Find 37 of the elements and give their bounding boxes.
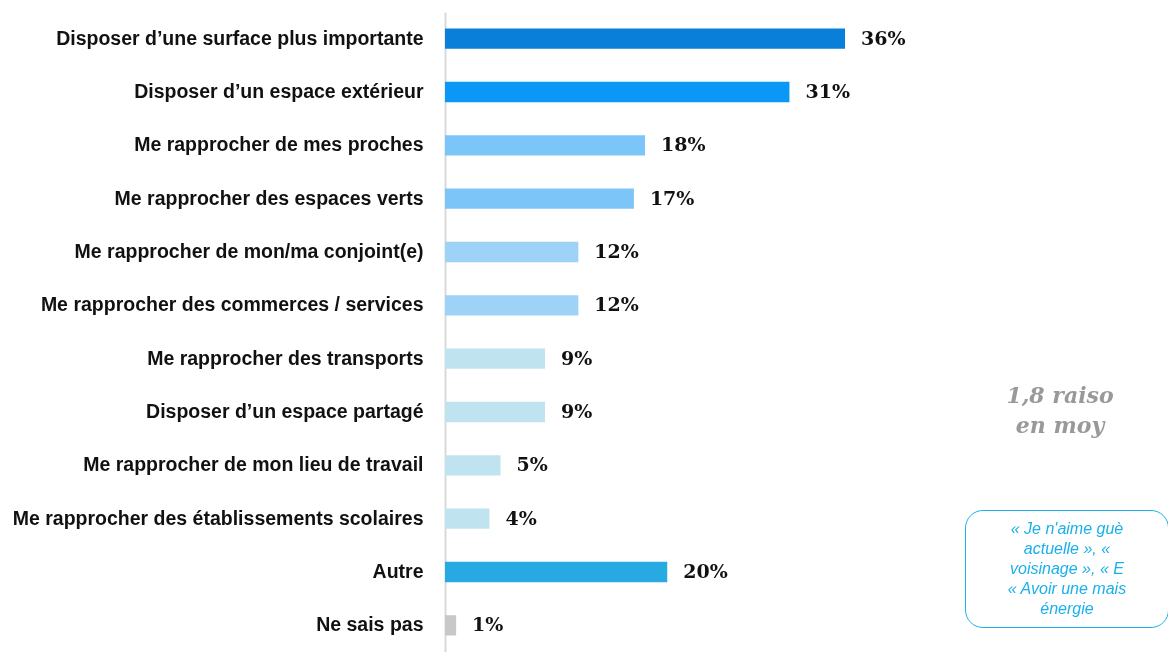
data-label: 4%: [505, 506, 537, 529]
y-tick-label: Ne sais pas: [316, 613, 424, 636]
data-label: 12%: [594, 240, 639, 262]
text: 1,8 raiso en moy: [1005, 381, 1115, 440]
data-label: 5%: [516, 453, 548, 476]
data-label: 9%: [561, 400, 593, 422]
y-tick-label: Autre: [372, 560, 424, 582]
bar: [445, 81, 790, 103]
data-label: 17%: [649, 186, 695, 209]
bar: [445, 135, 645, 156]
data-label: 18%: [661, 133, 706, 156]
data-label: 36%: [861, 26, 906, 49]
bar: [445, 401, 545, 423]
y-tick-label: Me rapprocher des transports: [147, 346, 424, 369]
y-tick-label: Me rapprocher de mes proches: [134, 133, 424, 156]
bar: [445, 508, 490, 529]
bar: [445, 28, 845, 49]
y-tick-label: Me rapprocher de mon lieu de travail: [83, 453, 424, 476]
y-tick-label: Me rapprocher de mon/ma conjoint(e): [74, 240, 424, 262]
bar: [445, 561, 668, 583]
bar: [445, 188, 634, 209]
bar: [445, 241, 579, 263]
bar: [445, 295, 579, 316]
y-tick-label: Me rapprocher des établissements scolaires: [12, 506, 424, 529]
y-tick-label: Me rapprocher des commerces / services: [40, 293, 424, 316]
y-tick-label: Me rapprocher des espaces verts: [114, 186, 424, 209]
data-label: 1%: [472, 613, 504, 636]
y-tick-label: Disposer d’une surface plus importante: [56, 26, 424, 49]
data-label: 9%: [561, 346, 593, 369]
y-tick-label: Disposer d’un espace extérieur: [134, 80, 424, 102]
data-label: 20%: [683, 560, 728, 582]
y-tick-label: Disposer d’un espace partagé: [146, 400, 424, 422]
bar: [445, 615, 457, 636]
bar: [445, 348, 545, 369]
data-label: 12%: [594, 293, 639, 316]
data-label: 31%: [805, 80, 850, 102]
bar: [445, 455, 501, 476]
